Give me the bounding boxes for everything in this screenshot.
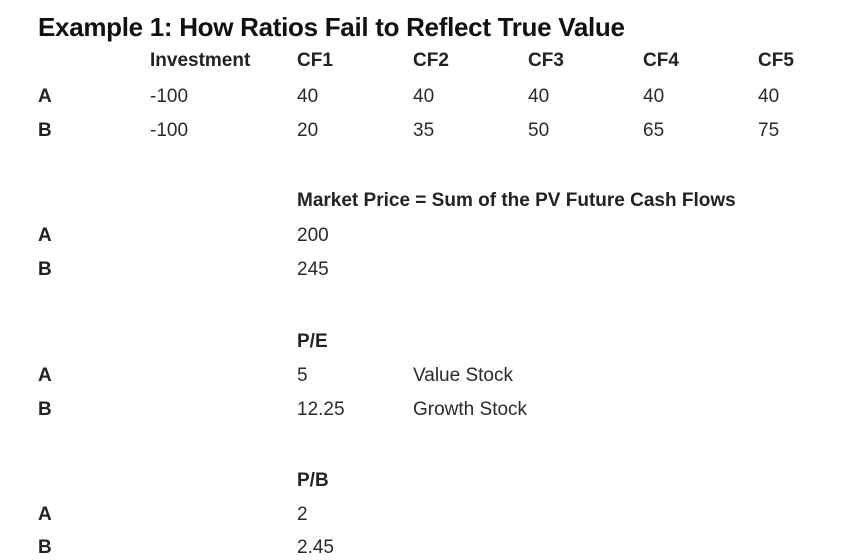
pe-note-a: Value Stock	[413, 365, 513, 386]
col-header-cf3: CF3	[528, 50, 564, 71]
cell-a-cf2: 40	[413, 86, 435, 107]
market-price-value-a: 200	[297, 225, 329, 246]
cell-a-cf1: 40	[297, 86, 319, 107]
market-price-value-b: 245	[297, 259, 329, 280]
market-price-label-b: B	[38, 259, 52, 280]
pe-value-b: 12.25	[297, 399, 345, 420]
row-label-a: A	[38, 86, 52, 107]
pe-note-b: Growth Stock	[413, 399, 528, 420]
cell-a-cf4: 40	[643, 86, 665, 107]
cell-b-cf2: 35	[413, 120, 435, 141]
cell-b-cf5: 75	[758, 120, 780, 141]
row-label-b: B	[38, 120, 52, 141]
pb-value-a: 2	[297, 504, 308, 525]
page-title: Example 1: How Ratios Fail to Reflect Tr…	[38, 12, 625, 42]
cell-a-investment: -100	[150, 86, 189, 107]
cell-b-cf4: 65	[643, 120, 665, 141]
market-price-label-a: A	[38, 225, 52, 246]
pe-label-b: B	[38, 399, 52, 420]
col-header-cf1: CF1	[297, 50, 333, 71]
pb-value-b: 2.45	[297, 537, 334, 558]
cell-b-cf3: 50	[528, 120, 550, 141]
pb-label-a: A	[38, 504, 52, 525]
pb-label-b: B	[38, 537, 52, 558]
col-header-investment: Investment	[150, 50, 251, 71]
cell-a-cf3: 40	[528, 86, 550, 107]
pb-heading: P/B	[297, 470, 329, 491]
pe-heading: P/E	[297, 331, 328, 352]
cell-a-cf5: 40	[758, 86, 780, 107]
col-header-cf2: CF2	[413, 50, 449, 71]
market-price-heading: Market Price = Sum of the PV Future Cash…	[297, 190, 736, 211]
cell-b-investment: -100	[150, 120, 189, 141]
cell-b-cf1: 20	[297, 120, 319, 141]
pe-label-a: A	[38, 365, 52, 386]
col-header-cf4: CF4	[643, 50, 679, 71]
pe-value-a: 5	[297, 365, 308, 386]
col-header-cf5: CF5	[758, 50, 794, 71]
